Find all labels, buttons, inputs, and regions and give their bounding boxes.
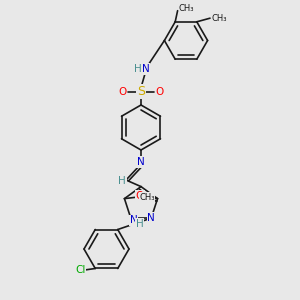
Text: N: N <box>137 157 145 167</box>
Text: Cl: Cl <box>75 265 86 275</box>
Text: N: N <box>130 215 138 226</box>
Text: H: H <box>134 64 142 74</box>
Text: CH₃: CH₃ <box>211 14 227 23</box>
Text: H: H <box>118 176 126 187</box>
Text: S: S <box>137 85 145 98</box>
Text: O: O <box>118 86 127 97</box>
Text: O: O <box>136 190 144 201</box>
Text: H: H <box>136 219 144 229</box>
Text: CH₃: CH₃ <box>140 193 155 202</box>
Text: N: N <box>142 64 149 74</box>
Text: CH₃: CH₃ <box>178 4 194 13</box>
Text: O: O <box>155 86 164 97</box>
Text: N: N <box>147 213 155 223</box>
